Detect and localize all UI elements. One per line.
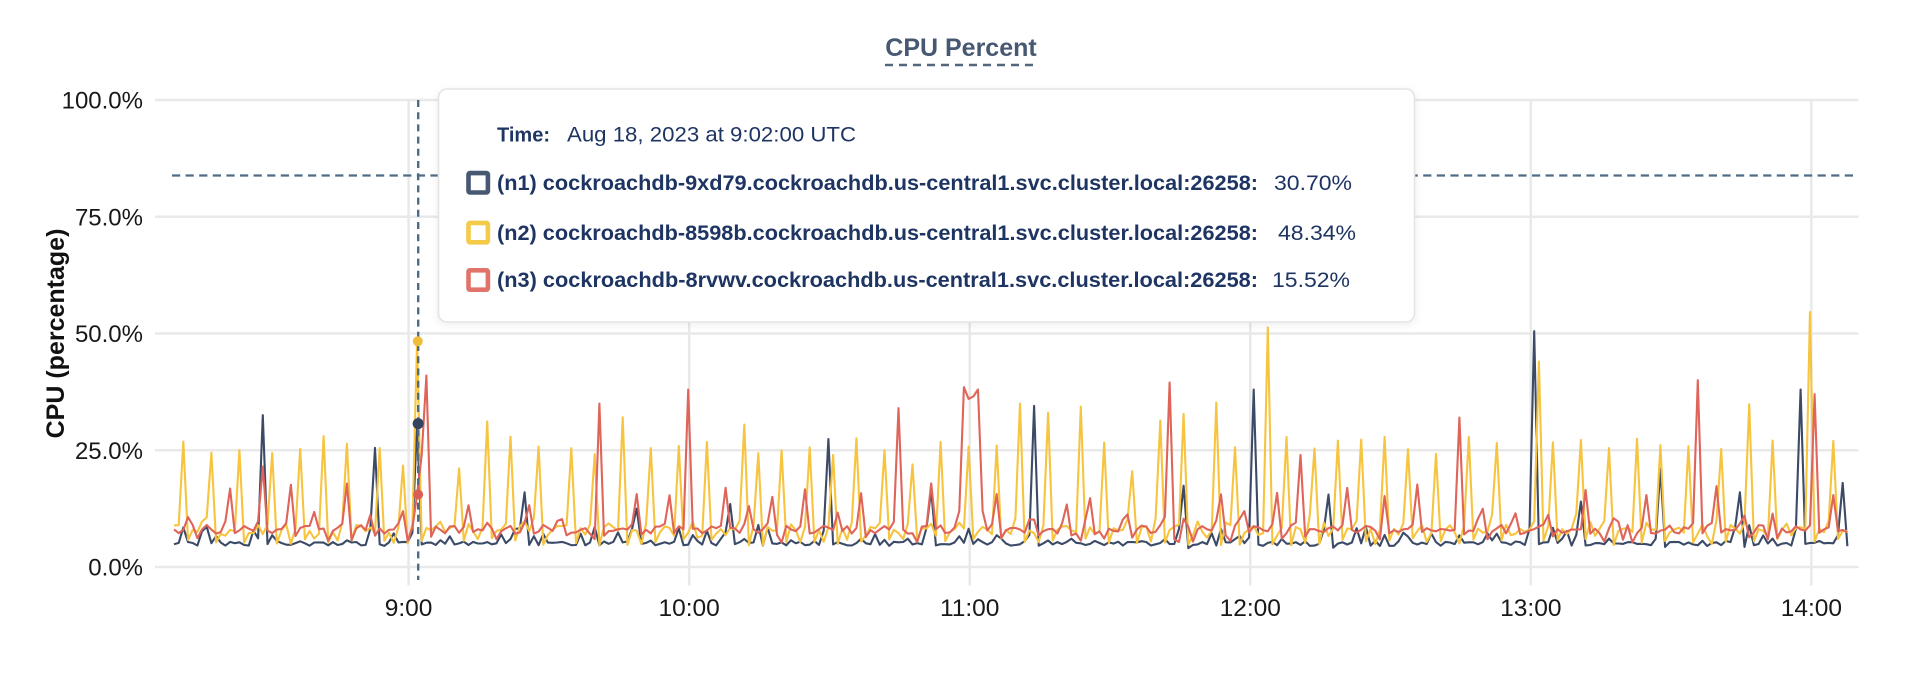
svg-text:14:00: 14:00 [1781,595,1842,622]
svg-text:75.0%: 75.0% [75,204,143,231]
svg-text:100.0%: 100.0% [62,88,143,115]
svg-text:30.70%: 30.70% [1274,172,1352,195]
svg-text:(n3) cockroachdb-8rvwv.cockroa: (n3) cockroachdb-8rvwv.cockroachdb.us-ce… [497,269,1258,292]
svg-text:Time:: Time: [497,125,550,147]
svg-text:11:00: 11:00 [940,595,1000,622]
svg-text:CPU (percentage): CPU (percentage) [42,229,70,439]
svg-text:0.0%: 0.0% [88,555,143,582]
svg-text:CPU Percent: CPU Percent [885,34,1037,62]
svg-text:12:00: 12:00 [1220,595,1281,622]
svg-text:48.34%: 48.34% [1278,222,1356,245]
svg-text:(n2) cockroachdb-8598b.cockroa: (n2) cockroachdb-8598b.cockroachdb.us-ce… [497,222,1258,245]
svg-text:13:00: 13:00 [1500,595,1561,622]
svg-text:50.0%: 50.0% [75,321,143,348]
svg-text:25.0%: 25.0% [75,438,143,465]
svg-text:10:00: 10:00 [658,595,719,622]
svg-text:(n1) cockroachdb-9xd79.cockroa: (n1) cockroachdb-9xd79.cockroachdb.us-ce… [497,172,1258,195]
svg-text:Aug 18, 2023 at 9:02:00 UTC: Aug 18, 2023 at 9:02:00 UTC [567,124,856,147]
svg-text:15.52%: 15.52% [1272,269,1350,292]
svg-text:9:00: 9:00 [385,595,433,622]
